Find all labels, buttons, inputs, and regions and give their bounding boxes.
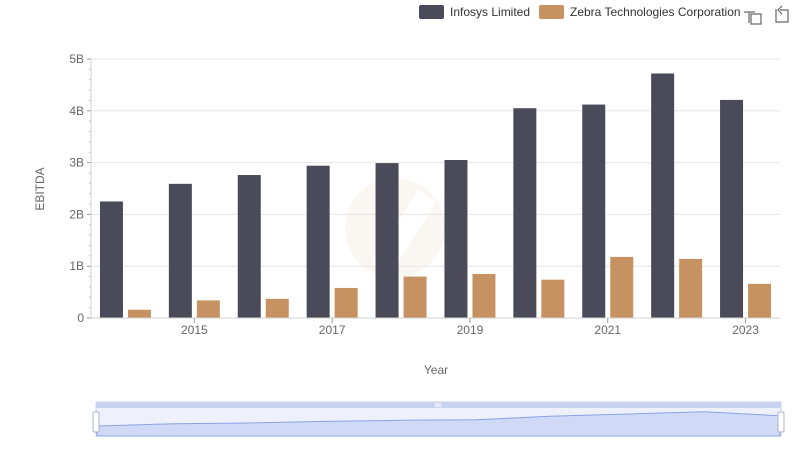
x-tick-label: 2015 [181, 323, 208, 337]
x-tick-label: 2021 [594, 323, 621, 337]
x-tick-label: 2017 [319, 323, 346, 337]
bar-infosys-2014 [99, 201, 123, 318]
y-axis-title: EBITDA [33, 167, 47, 210]
bar-zebra-2015 [196, 300, 220, 318]
bar-infosys-2015 [168, 183, 192, 318]
zoom-reset-icon[interactable] [775, 5, 789, 23]
bar-infosys-2019 [444, 160, 468, 318]
bar-zebra-2022 [679, 258, 703, 318]
bar-infosys-2020 [513, 108, 537, 319]
bar-zebra-2018 [403, 276, 427, 318]
legend-swatch-zebra [539, 5, 564, 19]
bar-infosys-2023 [720, 99, 744, 318]
legend: Infosys Limited Zebra Technologies Corpo… [419, 5, 741, 19]
y-axis-ticks: 0 1B 2B 3B 4B 5B [69, 52, 91, 325]
bar-zebra-2019 [472, 273, 496, 318]
x-tick-label: 2023 [732, 323, 759, 337]
x-axis-ticks: 2015 2017 2019 2021 2023 [181, 318, 759, 337]
y-tick-label: 5B [69, 52, 84, 66]
legend-item-infosys[interactable]: Infosys Limited [419, 5, 530, 19]
legend-item-zebra[interactable]: Zebra Technologies Corporation [539, 5, 741, 19]
legend-swatch-infosys [419, 5, 444, 19]
bar-zebra-2023 [748, 283, 772, 318]
x-axis-title: Year [424, 363, 448, 377]
slider-handle-right[interactable] [777, 411, 785, 433]
bar-infosys-2021 [582, 104, 606, 318]
legend-label-infosys: Infosys Limited [450, 5, 530, 19]
bar-zebra-2014 [127, 309, 151, 318]
bar-zebra-2017 [334, 287, 358, 318]
bar-zebra-2016 [265, 298, 289, 318]
y-tick-label: 4B [69, 104, 84, 118]
bar-infosys-2017 [306, 165, 330, 318]
y-tick-label: 2B [69, 207, 84, 221]
bar-series [99, 73, 772, 319]
data-zoom-slider[interactable] [92, 401, 785, 437]
bar-zebra-2020 [541, 279, 565, 318]
bar-infosys-2016 [237, 175, 261, 318]
slider-selection[interactable] [96, 408, 781, 436]
legend-label-zebra: Zebra Technologies Corporation [570, 5, 741, 19]
y-tick-label: 0 [77, 311, 84, 325]
bar-infosys-2018 [375, 163, 399, 318]
y-tick-label: 3B [69, 156, 84, 170]
x-tick-label: 2019 [457, 323, 484, 337]
bar-zebra-2021 [610, 256, 634, 318]
y-tick-label: 1B [69, 259, 84, 273]
bar-infosys-2022 [651, 73, 675, 318]
slider-handle-left[interactable] [92, 411, 100, 433]
slider-top-grip-icon [435, 403, 441, 407]
zoom-select-icon[interactable] [744, 11, 762, 25]
